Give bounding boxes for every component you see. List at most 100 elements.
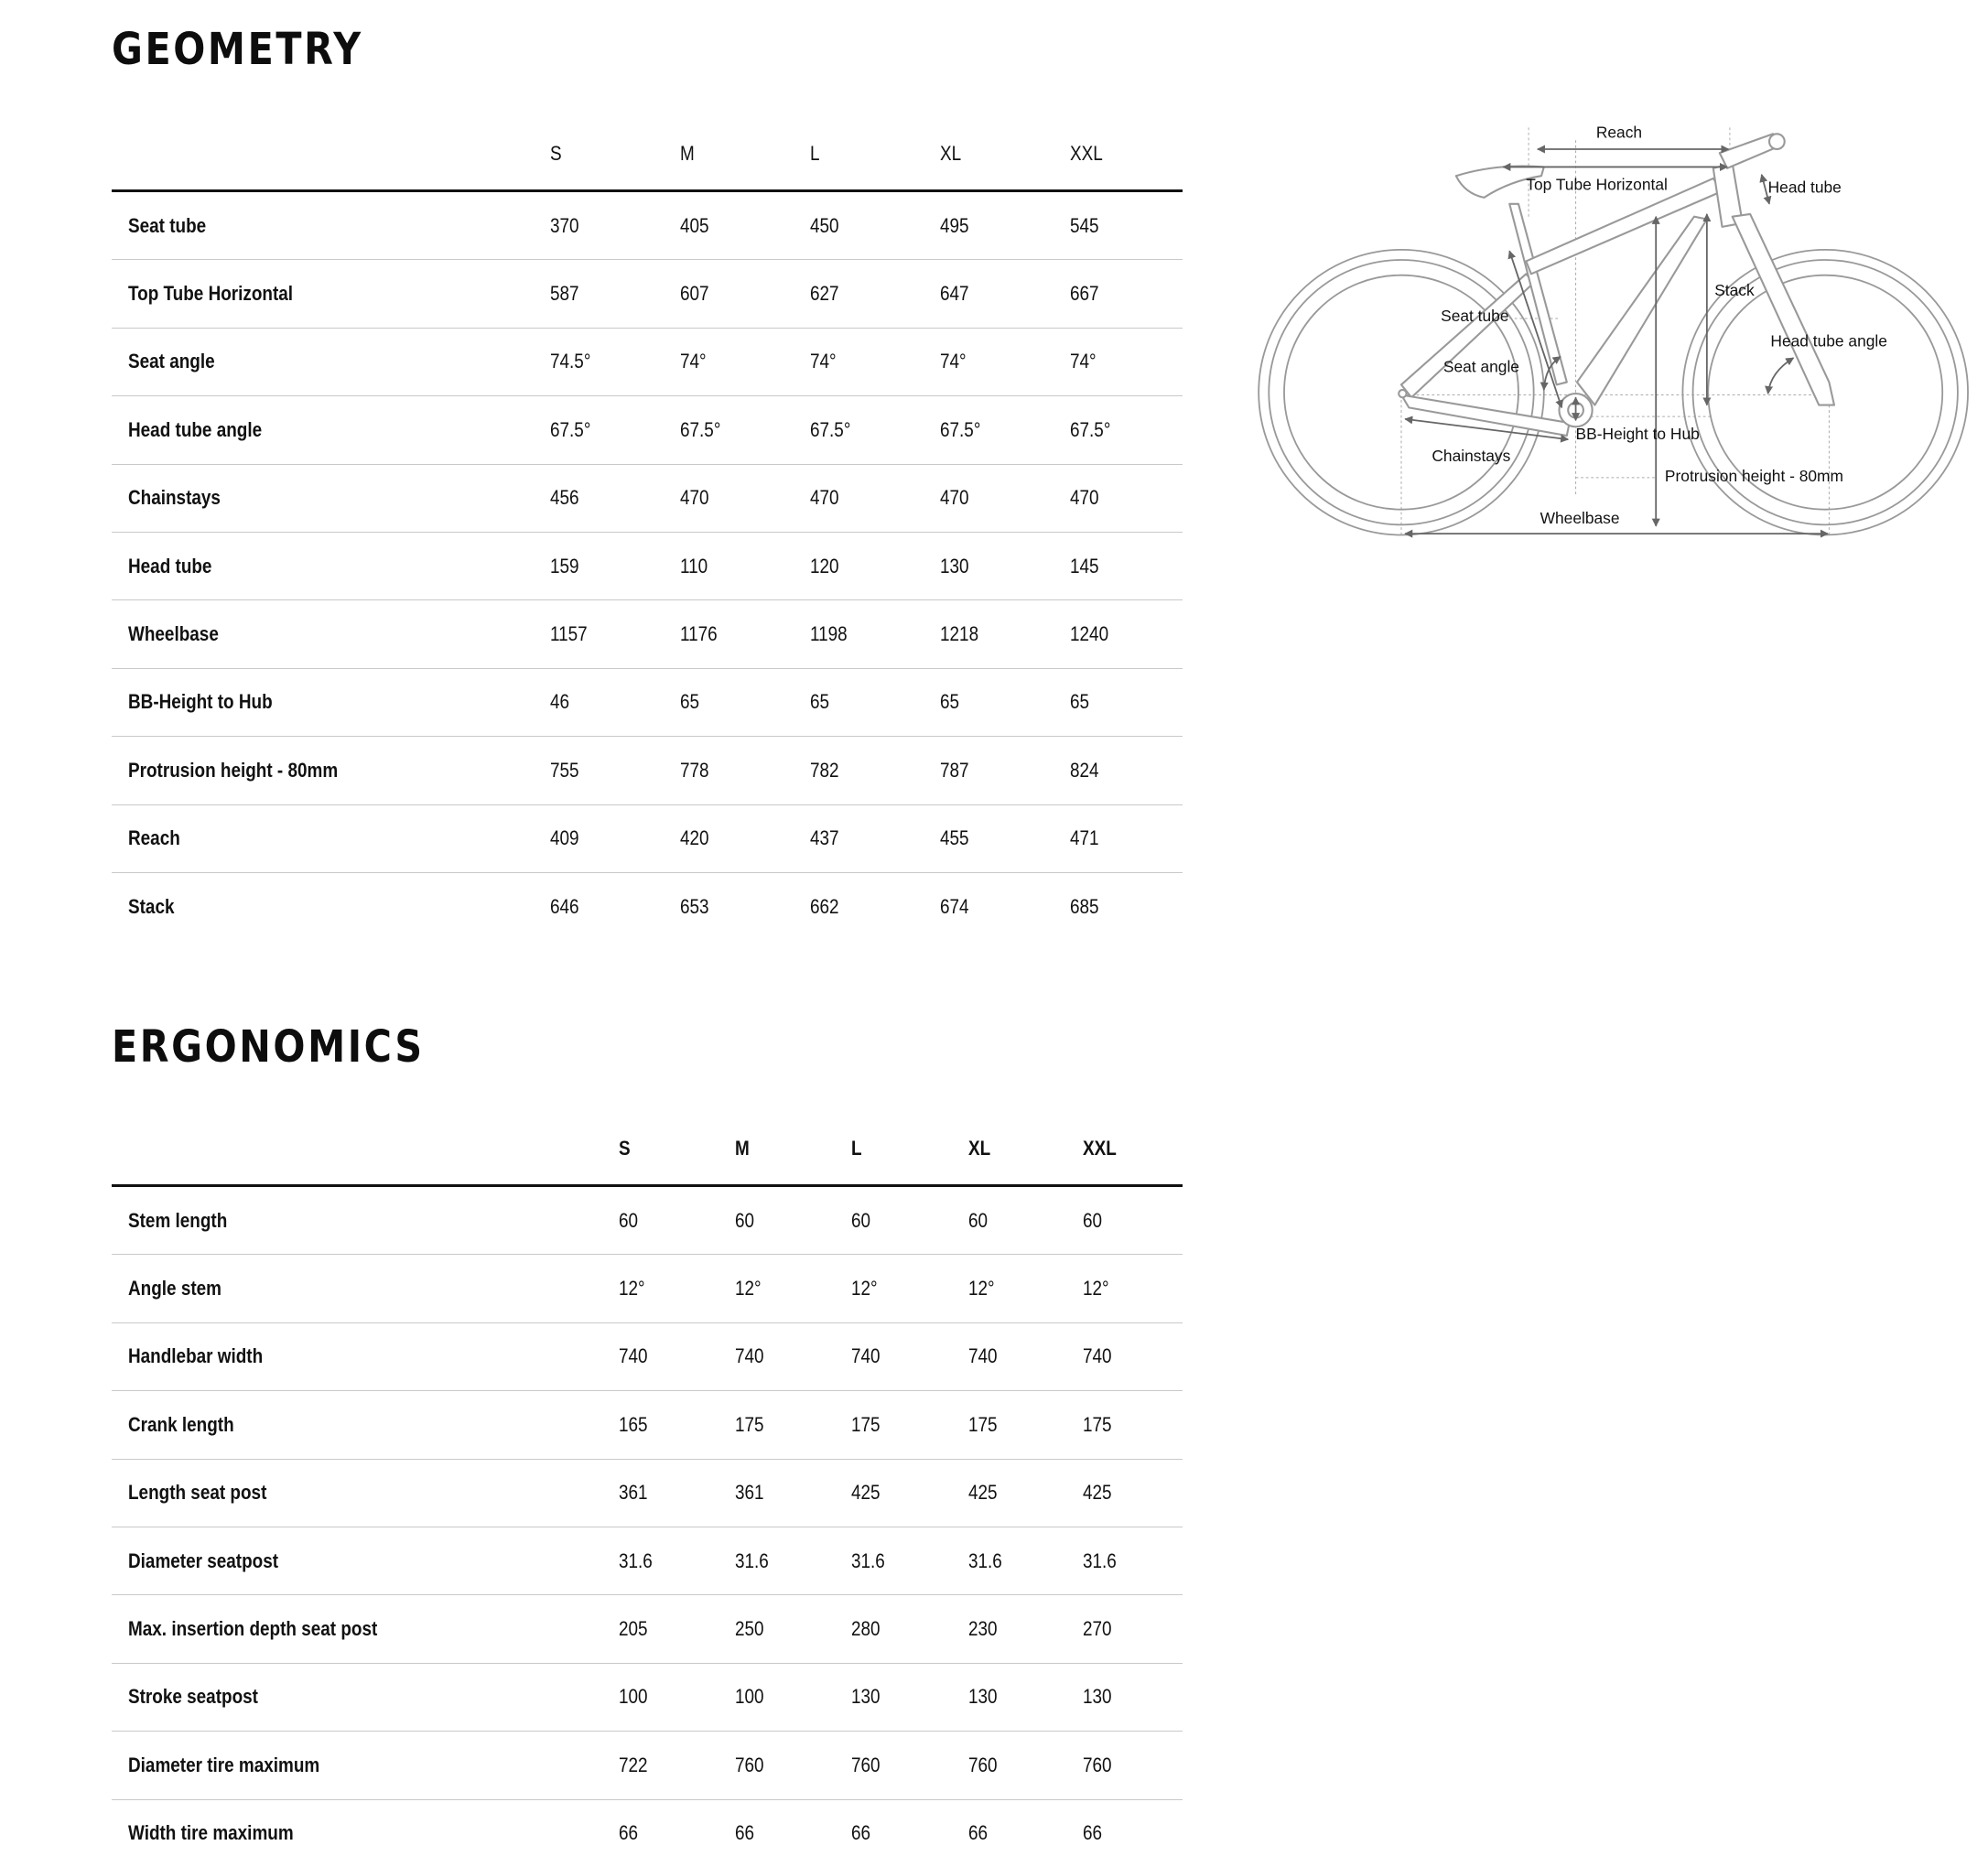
cell-xxl: 67.5° [1070,395,1183,465]
cell-value: 495 [940,213,969,237]
cell-value: 74° [940,350,967,373]
row-label: Protrusion height - 80mm [112,736,550,805]
table-row: Reach 409 420 437 455 471 [112,804,1183,873]
cell-xl: 740 [968,1322,1083,1392]
cell-m: 420 [680,804,810,873]
size-label: XL [940,141,962,165]
cell-value: 74° [1070,350,1097,373]
cell-value: 12° [968,1277,995,1300]
header-blank [112,117,550,192]
cell-value: 646 [550,894,579,918]
table-row: Diameter tire maximum 722 760 760 760 760 [112,1731,1183,1800]
size-header-s: S [619,1112,735,1187]
cell-m: 65 [680,668,810,738]
cell-value: 12° [735,1277,762,1300]
row-label: Angle stem [112,1254,619,1323]
size-header-s: S [550,117,680,192]
row-label: Stroke seatpost [112,1663,619,1732]
row-label-text: Head tube angle [128,417,263,441]
cell-s: 67.5° [550,395,680,465]
dimension-arrows [1404,145,1829,538]
cell-value: 760 [851,1753,881,1776]
cell-value: 120 [810,554,839,577]
cell-value: 370 [550,213,579,237]
cell-value: 653 [680,894,709,918]
cell-value: 110 [680,554,708,577]
cell-m: 66 [735,1799,851,1867]
cell-xxl: 760 [1083,1731,1183,1800]
size-label: XXL [1083,1136,1117,1160]
row-label: Head tube angle [112,395,550,465]
cell-s: 12° [619,1254,735,1323]
cell-value: 647 [940,282,969,306]
cell-s: 1157 [550,599,680,669]
cell-value: 778 [680,758,709,782]
label-top-tube: Top Tube Horizontal [1526,175,1668,193]
cell-s: 740 [619,1322,735,1392]
cell-value: 471 [1070,826,1099,850]
cell-value: 100 [735,1685,764,1709]
cell-value: 1240 [1070,622,1109,646]
cell-l: 67.5° [810,395,940,465]
geometry-body: Seat tube 370 405 450 495 545 Top Tube Horizon… [112,190,1183,941]
size-header-xxl: XXL [1083,1112,1183,1187]
row-label: Chainstays [112,464,550,533]
cell-l: 450 [810,190,940,261]
cell-value: 250 [735,1617,764,1641]
cell-value: 1198 [810,622,848,646]
cell-value: 66 [735,1821,755,1845]
label-seat-tube: Seat tube [1441,307,1508,325]
ergonomics-body: Stem length 60 60 60 60 60 Angle stem 12° 12° 12°… [112,1185,1183,1867]
row-label-text: Stroke seatpost [128,1685,258,1709]
row-label: Width tire maximum [112,1799,619,1867]
cell-l: 60 [851,1185,968,1256]
label-head-tube-angle: Head tube angle [1770,332,1887,351]
ergonomics-header-row: S M L XL XXL [112,1112,1183,1187]
cell-s: 60 [619,1185,735,1256]
cell-l: 31.6 [851,1527,968,1596]
cell-value: 130 [1083,1685,1112,1709]
cell-value: 66 [851,1821,871,1845]
size-header-m: M [735,1112,851,1187]
cell-xxl: 667 [1070,259,1183,329]
cell-value: 740 [968,1344,998,1368]
cell-value: 627 [810,282,839,306]
cell-value: 760 [968,1753,998,1776]
cell-xxl: 65 [1070,668,1183,738]
cell-value: 587 [550,282,579,306]
row-label-text: Angle stem [128,1277,221,1300]
cell-l: 120 [810,532,940,601]
cell-value: 31.6 [619,1549,653,1572]
cell-value: 425 [968,1481,998,1505]
cell-xxl: 740 [1083,1322,1183,1392]
label-protrusion: Protrusion height - 80mm [1665,467,1843,485]
cell-value: 67.5° [810,417,851,441]
cell-m: 361 [735,1459,851,1527]
cell-m: 60 [735,1185,851,1256]
cell-value: 60 [1083,1208,1103,1232]
cell-m: 100 [735,1663,851,1732]
cell-value: 74° [810,350,837,373]
cell-value: 545 [1070,213,1099,237]
cell-value: 205 [619,1617,648,1641]
cell-m: 110 [680,532,810,601]
table-row: Handlebar width 740 740 740 740 740 [112,1322,1183,1392]
cell-value: 31.6 [968,1549,1002,1572]
row-label: Head tube [112,532,550,601]
size-header-m: M [680,117,810,192]
cell-value: 409 [550,826,579,850]
cell-xl: 1218 [940,599,1070,669]
cell-xl: 760 [968,1731,1083,1800]
row-label: BB-Height to Hub [112,668,550,738]
row-label-text: Chainstays [128,486,221,510]
cell-value: 607 [680,282,709,306]
cell-xl: 787 [940,736,1070,805]
row-label-text: Diameter seatpost [128,1549,279,1572]
cell-s: 722 [619,1731,735,1800]
cell-xl: 66 [968,1799,1083,1867]
label-reach: Reach [1596,123,1642,141]
cell-s: 409 [550,804,680,873]
cell-l: 66 [851,1799,968,1867]
row-label-text: Top Tube Horizontal [128,282,294,306]
wheels [1258,248,1969,536]
